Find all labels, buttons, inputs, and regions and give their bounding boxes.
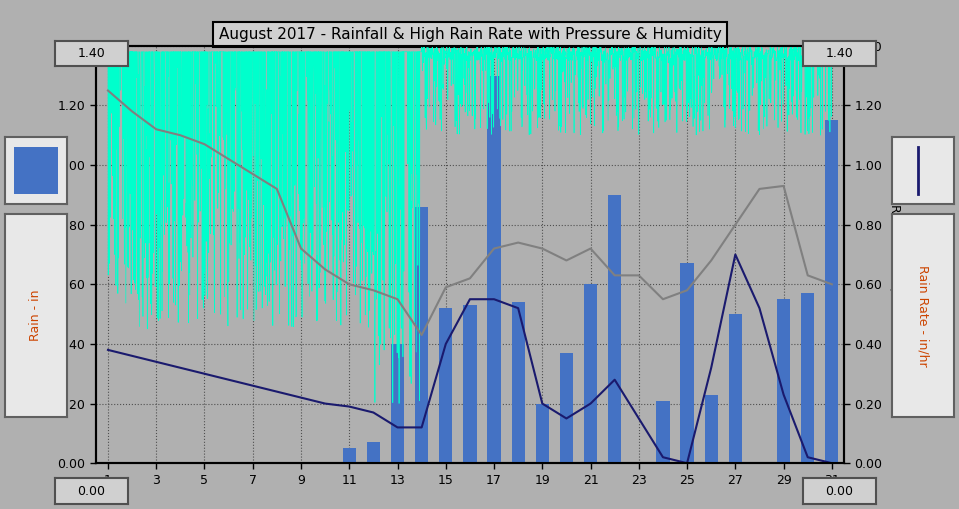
Bar	[415, 207, 429, 463]
Title: August 2017 - Rainfall & High Rain Rate with Pressure & Humidity: August 2017 - Rainfall & High Rain Rate …	[219, 27, 721, 42]
Text: 1.40: 1.40	[826, 47, 853, 60]
Bar	[14, 148, 58, 194]
Bar	[705, 394, 718, 463]
Bar	[391, 344, 404, 463]
Bar	[536, 404, 549, 463]
Y-axis label: Rain Rate - in/hr: Rain Rate - in/hr	[889, 204, 901, 305]
Bar	[656, 401, 669, 463]
Bar	[825, 120, 838, 463]
Bar	[681, 264, 693, 463]
Text: Rain Rate - in/hr: Rain Rate - in/hr	[917, 265, 929, 366]
Bar	[463, 305, 477, 463]
Text: 1.40: 1.40	[78, 47, 105, 60]
Text: 0.00: 0.00	[825, 485, 854, 498]
Bar	[439, 308, 453, 463]
Bar	[342, 448, 356, 463]
Bar	[777, 299, 790, 463]
Text: Rain - in: Rain - in	[30, 290, 42, 342]
Bar	[511, 302, 525, 463]
Bar	[729, 314, 742, 463]
Y-axis label: Rain - in: Rain - in	[39, 229, 52, 280]
Bar	[366, 442, 380, 463]
Bar	[487, 76, 501, 463]
Bar	[584, 285, 597, 463]
Bar	[801, 293, 814, 463]
Bar	[560, 353, 573, 463]
Text: 0.00: 0.00	[77, 485, 105, 498]
Bar	[608, 195, 621, 463]
